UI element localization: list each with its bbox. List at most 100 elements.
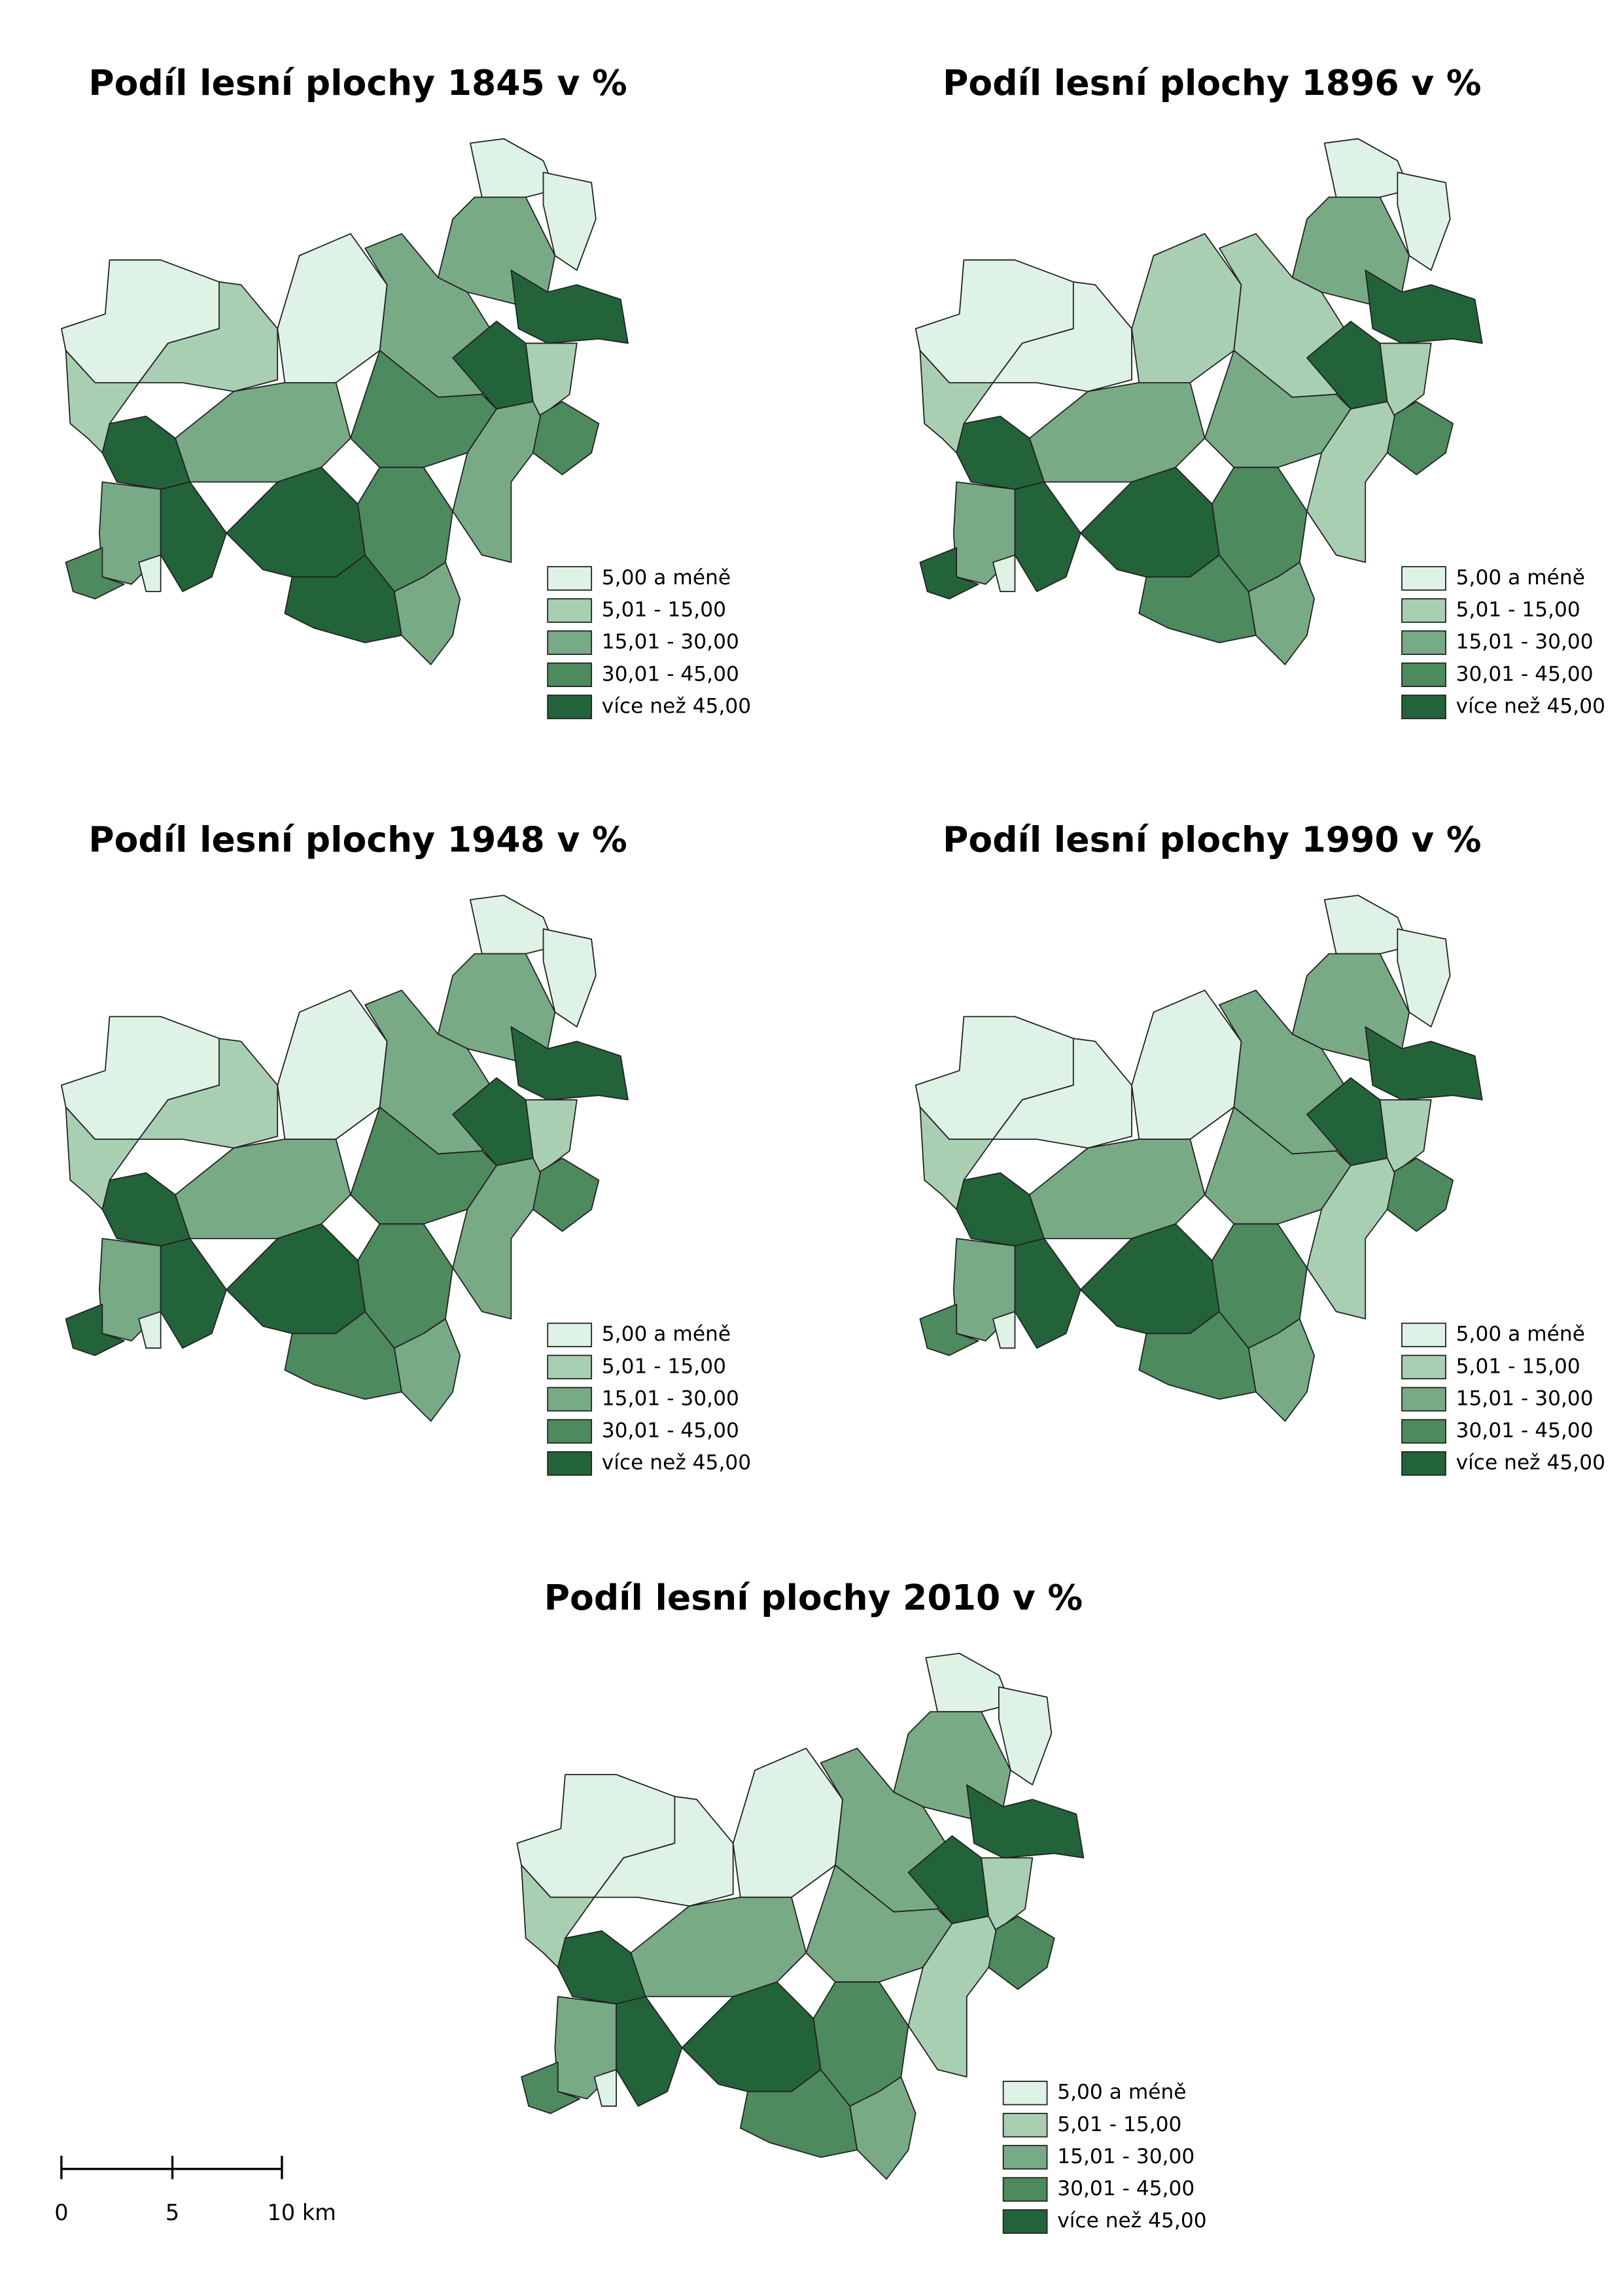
- region: [1131, 233, 1242, 383]
- region: [226, 467, 366, 578]
- choropleth: [516, 1652, 1085, 2180]
- legend-swatch: [1002, 2177, 1048, 2202]
- legend-label: 5,01 - 15,00: [1456, 598, 1580, 622]
- region: [452, 1157, 541, 1320]
- region: [470, 138, 556, 198]
- region: [65, 349, 140, 453]
- region: [1028, 1139, 1206, 1239]
- region: [510, 270, 629, 344]
- region: [956, 415, 1045, 490]
- region: [1080, 1223, 1220, 1334]
- region: [1397, 928, 1451, 1028]
- region: [138, 1038, 279, 1149]
- map-title: Podíl lesní plochy 2010 v %: [544, 1577, 1083, 1618]
- legend-label: 5,00 a méně: [602, 1322, 731, 1346]
- legend-label: 5,00 a méně: [602, 566, 731, 590]
- legend-label: 15,01 - 30,00: [1456, 1386, 1594, 1410]
- region: [101, 1172, 191, 1246]
- legend: 5,00 a méně 5,01 - 15,00 15,01 - 30,00 30,0…: [547, 1322, 751, 1476]
- legend-swatch: [1401, 598, 1446, 623]
- legend-swatch: [547, 662, 593, 688]
- region: [160, 1238, 228, 1349]
- region: [226, 1223, 366, 1334]
- region: [1080, 467, 1220, 578]
- region: [138, 554, 162, 592]
- choropleth: [60, 894, 629, 1422]
- region: [138, 281, 279, 393]
- legend-swatch: [1401, 1451, 1446, 1476]
- region: [101, 415, 191, 490]
- legend-swatch: [547, 1419, 593, 1444]
- region: [1365, 270, 1483, 344]
- region: [1247, 1318, 1315, 1422]
- scale-bar: 0 5 10 km: [54, 2155, 336, 2225]
- region: [919, 547, 979, 600]
- legend: 5,00 a méně 5,01 - 15,00 15,01 - 30,00 30,0…: [1401, 1322, 1605, 1476]
- region: [992, 281, 1132, 393]
- legend-swatch: [547, 630, 593, 655]
- region: [1306, 400, 1395, 563]
- region: [452, 400, 541, 563]
- map-panel: Podíl lesní plochy 1948 v %5,00 a méně5,…: [60, 819, 751, 1476]
- region: [65, 1106, 140, 1210]
- legend-swatch: [1401, 662, 1446, 688]
- region: [919, 349, 994, 453]
- region: [992, 554, 1016, 592]
- region: [1365, 1026, 1483, 1101]
- region: [1397, 171, 1451, 271]
- region: [393, 1318, 461, 1422]
- legend-label: 5,01 - 15,00: [1057, 2113, 1181, 2136]
- legend-swatch: [547, 694, 593, 720]
- region: [393, 561, 461, 665]
- legend-label: 30,01 - 45,00: [1456, 1419, 1594, 1443]
- scale-label: 10 km: [268, 2200, 336, 2225]
- legend-label: více než 45,00: [602, 694, 751, 718]
- map-title: Podíl lesní plochy 1896 v %: [943, 62, 1481, 103]
- map-panel: Podíl lesní plochy 1845 v %5,00 a méně5,…: [60, 62, 751, 720]
- map-title: Podíl lesní plochy 1990 v %: [943, 819, 1481, 860]
- region: [542, 928, 597, 1028]
- legend-label: více než 45,00: [1057, 2209, 1206, 2233]
- region: [542, 171, 597, 271]
- region: [1247, 561, 1315, 665]
- choropleth: [60, 138, 629, 665]
- region: [593, 1795, 734, 1907]
- legend-label: 15,01 - 30,00: [602, 1386, 739, 1410]
- region: [1323, 894, 1410, 955]
- legend-swatch: [1401, 1322, 1446, 1347]
- legend-label: 5,00 a méně: [1057, 2081, 1186, 2104]
- region: [470, 894, 556, 955]
- region: [1028, 381, 1206, 483]
- region: [175, 381, 351, 483]
- legend-label: 30,01 - 45,00: [1057, 2177, 1194, 2200]
- region: [907, 1915, 997, 2078]
- choropleth: [915, 894, 1483, 1422]
- legend-label: 15,01 - 30,00: [1057, 2145, 1194, 2168]
- legend-swatch: [1002, 2113, 1048, 2138]
- scale-label: 5: [166, 2200, 179, 2225]
- legend-label: více než 45,00: [1456, 1451, 1605, 1475]
- region: [925, 1652, 1011, 1713]
- region: [732, 1748, 844, 1898]
- region: [919, 1106, 994, 1210]
- region: [277, 233, 388, 383]
- legend-label: 5,01 - 15,00: [1456, 1354, 1580, 1378]
- region: [998, 1686, 1053, 1786]
- legend-label: 15,01 - 30,00: [1456, 630, 1594, 654]
- legend-swatch: [1401, 1419, 1446, 1444]
- region: [1306, 1157, 1395, 1320]
- region: [992, 1311, 1016, 1349]
- region: [557, 1930, 646, 2005]
- region: [1323, 138, 1410, 198]
- region: [521, 2061, 581, 2114]
- legend-label: více než 45,00: [1456, 694, 1605, 718]
- legend-label: 5,00 a méně: [1456, 1322, 1585, 1346]
- legend: 5,00 a méně 5,01 - 15,00 15,01 - 30,00 30,0…: [1401, 566, 1605, 720]
- legend-label: 15,01 - 30,00: [602, 630, 739, 654]
- legend-swatch: [547, 1386, 593, 1412]
- legend-swatch: [547, 566, 593, 591]
- map-panel: Podíl lesní plochy 1896 v %5,00 a méně5,…: [915, 62, 1605, 720]
- region: [138, 1311, 162, 1349]
- legend-swatch: [547, 1451, 593, 1476]
